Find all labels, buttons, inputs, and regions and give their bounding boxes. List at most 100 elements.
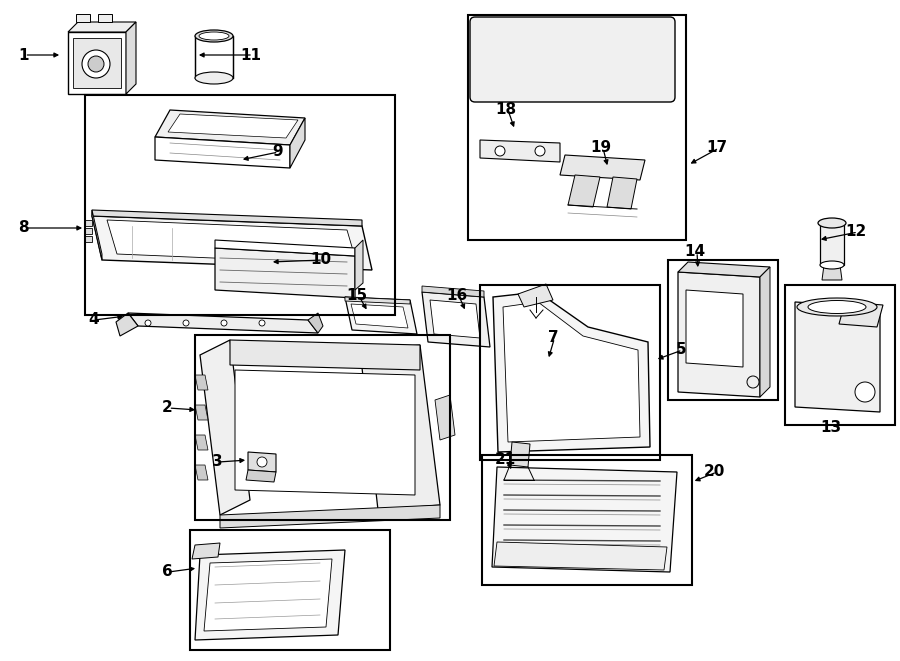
Polygon shape — [200, 340, 250, 515]
Ellipse shape — [808, 301, 866, 313]
Polygon shape — [68, 22, 136, 32]
Polygon shape — [422, 292, 490, 347]
Polygon shape — [84, 228, 92, 234]
Bar — [820, 223, 844, 265]
Polygon shape — [220, 505, 440, 528]
Text: 16: 16 — [446, 288, 467, 303]
Text: 19: 19 — [590, 141, 611, 155]
Polygon shape — [560, 155, 645, 180]
Polygon shape — [503, 302, 640, 442]
Circle shape — [145, 320, 151, 326]
Text: 18: 18 — [495, 102, 516, 118]
Text: 10: 10 — [310, 253, 331, 268]
Polygon shape — [76, 14, 90, 22]
Polygon shape — [518, 284, 553, 307]
Polygon shape — [235, 370, 415, 495]
Polygon shape — [760, 267, 770, 397]
Polygon shape — [839, 302, 883, 327]
Polygon shape — [568, 175, 600, 207]
Polygon shape — [195, 405, 208, 420]
Polygon shape — [215, 248, 355, 298]
Ellipse shape — [199, 32, 229, 40]
Polygon shape — [215, 240, 355, 256]
Polygon shape — [195, 550, 345, 640]
Polygon shape — [351, 304, 408, 328]
Polygon shape — [345, 297, 410, 304]
Bar — [668, 260, 778, 400]
Polygon shape — [360, 345, 440, 510]
Text: 9: 9 — [272, 145, 283, 159]
Bar — [480, 285, 660, 460]
FancyBboxPatch shape — [470, 17, 675, 102]
Ellipse shape — [820, 261, 844, 269]
Polygon shape — [128, 313, 318, 333]
Polygon shape — [607, 177, 637, 209]
Polygon shape — [308, 313, 323, 333]
Polygon shape — [678, 272, 760, 397]
Polygon shape — [345, 297, 417, 334]
Ellipse shape — [797, 298, 877, 316]
Ellipse shape — [818, 218, 846, 228]
Polygon shape — [493, 292, 650, 452]
Bar — [468, 15, 686, 240]
Circle shape — [183, 320, 189, 326]
Text: 2: 2 — [162, 401, 173, 416]
Text: 4: 4 — [88, 313, 99, 327]
Polygon shape — [126, 22, 136, 94]
Polygon shape — [84, 236, 92, 242]
Circle shape — [82, 50, 110, 78]
Polygon shape — [248, 452, 276, 472]
Polygon shape — [92, 210, 102, 260]
Polygon shape — [422, 286, 484, 297]
Polygon shape — [192, 543, 220, 559]
Circle shape — [747, 376, 759, 388]
Polygon shape — [92, 210, 362, 226]
Polygon shape — [230, 340, 420, 370]
Polygon shape — [73, 38, 121, 88]
Polygon shape — [84, 220, 92, 226]
Polygon shape — [195, 375, 208, 390]
Polygon shape — [795, 302, 880, 412]
Polygon shape — [195, 435, 208, 450]
Polygon shape — [510, 442, 530, 467]
Circle shape — [495, 146, 505, 156]
Polygon shape — [98, 14, 112, 22]
Circle shape — [259, 320, 265, 326]
Ellipse shape — [195, 72, 233, 84]
Circle shape — [88, 56, 104, 72]
Circle shape — [257, 457, 267, 467]
Text: 14: 14 — [684, 245, 705, 260]
Text: 7: 7 — [548, 330, 559, 346]
Text: 11: 11 — [240, 48, 261, 63]
Polygon shape — [430, 300, 480, 338]
Text: 5: 5 — [676, 342, 687, 358]
Text: 17: 17 — [706, 141, 727, 155]
Polygon shape — [822, 265, 842, 280]
Text: 13: 13 — [820, 420, 842, 436]
Circle shape — [221, 320, 227, 326]
Circle shape — [855, 382, 875, 402]
Polygon shape — [204, 559, 332, 631]
Text: 3: 3 — [212, 455, 222, 469]
Polygon shape — [355, 240, 363, 290]
Polygon shape — [116, 313, 138, 336]
Polygon shape — [155, 110, 305, 145]
Bar — [195, 335, 450, 520]
Polygon shape — [92, 216, 372, 270]
Text: 15: 15 — [346, 288, 367, 303]
Text: 8: 8 — [18, 221, 29, 235]
Circle shape — [535, 146, 545, 156]
Bar — [85, 95, 395, 315]
Text: 6: 6 — [162, 564, 173, 580]
Polygon shape — [480, 140, 560, 162]
Polygon shape — [155, 137, 290, 168]
Polygon shape — [195, 465, 208, 480]
Text: 1: 1 — [18, 48, 29, 63]
Polygon shape — [290, 118, 305, 168]
Polygon shape — [195, 36, 233, 78]
Polygon shape — [68, 32, 126, 94]
Polygon shape — [494, 542, 667, 570]
Bar — [482, 455, 692, 585]
Polygon shape — [686, 290, 743, 367]
Bar — [785, 285, 895, 425]
